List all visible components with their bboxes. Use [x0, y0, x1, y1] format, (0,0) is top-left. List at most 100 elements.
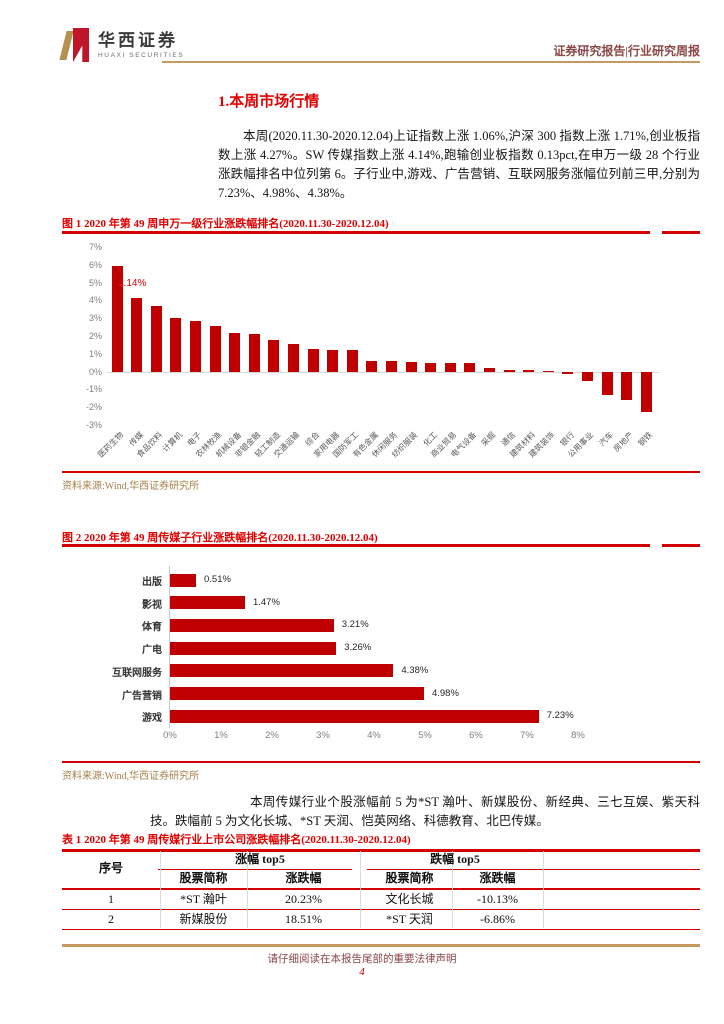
figure2-caption-rule-end [662, 544, 700, 547]
y-axis-tick-label: 4% [88, 295, 102, 306]
chart-bar-21 [523, 370, 535, 372]
figure1-caption-rule-end [662, 231, 700, 234]
figure1-source: 资料来源:Wind,华西证券研究所 [62, 481, 200, 492]
y-axis-tick-label: -2% [85, 402, 102, 413]
header-gain-group: 涨幅 top5 [235, 852, 285, 866]
chart-bar-2 [150, 305, 162, 372]
header-bottom-rule [62, 888, 700, 890]
chart-bar-3 [170, 641, 337, 655]
x-axis-tick-label: 5% [418, 730, 432, 741]
cell-gain-change: 20.23% [285, 892, 322, 906]
data-annotation-chuanmei: 4.14% [118, 278, 147, 289]
cell-gain-name: *ST 瀚叶 [180, 892, 227, 906]
x-axis-tick-label: 0% [163, 730, 177, 741]
x-axis-tick-label: 2% [265, 730, 279, 741]
chart-bar-13 [366, 360, 378, 372]
header-gain-name: 股票简称 [179, 871, 228, 885]
header-loss-name: 股票简称 [385, 871, 434, 885]
column-separator [247, 851, 248, 928]
y-axis-tick-label: 7% [88, 241, 102, 252]
logo-gold-stroke [59, 31, 74, 60]
table-bottom-rule [62, 928, 700, 930]
paragraph-market-summary: 本周(2020.11.30-2020.12.04)上证指数上涨 1.06%,沪深… [218, 129, 700, 200]
chart-bar-24 [581, 372, 593, 381]
chart-bar-17 [444, 363, 456, 372]
chart-bar-7 [248, 333, 260, 372]
figure2-bottom-rule [62, 761, 700, 763]
chart-bar-27 [640, 372, 652, 413]
y-axis-line [169, 566, 170, 728]
cell-index: 2 [108, 912, 114, 926]
chart-bar-16 [425, 362, 437, 372]
category-label: 广电 [142, 645, 162, 657]
chart-bar-15 [405, 362, 417, 372]
column-separator [452, 851, 453, 928]
figure1-bottom-rule [62, 471, 700, 473]
column-separator [543, 851, 544, 928]
chart-bar-9 [287, 344, 299, 372]
y-axis-tick-label: 2% [88, 330, 102, 341]
header-gain-change: 涨跌幅 [285, 871, 322, 885]
data-label: 3.26% [344, 642, 372, 654]
data-label: 4.98% [431, 687, 459, 699]
chart-bar-5 [170, 687, 424, 700]
figure2-caption: 图 2 2020 年第 49 周传媒子行业涨跌幅排名(2020.11.30-20… [62, 532, 378, 544]
chart-bar-14 [385, 361, 397, 372]
category-label: 广告营销 [122, 690, 162, 702]
x-axis-tick-label: 3% [316, 730, 330, 741]
chart-bar-5 [209, 326, 221, 372]
figure2-source: 资料来源:Wind,华西证券研究所 [62, 771, 200, 782]
category-label: 影视 [142, 599, 162, 611]
brand-name-en: HUAXI SECURITIES [98, 51, 185, 59]
header-loss-group: 跌幅 top5 [430, 852, 480, 866]
chart-bar-4 [189, 320, 201, 372]
figure1-caption-rule [62, 231, 650, 234]
chart-bar-4 [170, 664, 394, 678]
cell-loss-change: -10.13% [477, 892, 518, 906]
x-axis-tick-label: 4% [367, 730, 381, 741]
company-ranking-table: 序号 涨幅 top5 跌幅 top5 股票简称 涨跌幅 股票简称 涨跌幅 1 *ST 瀚叶 20.… [62, 849, 700, 933]
huaxi-logo-icon [59, 28, 90, 62]
chart-bar-22 [542, 370, 554, 372]
table1-caption: 表 1 2020 年第 49 周传媒行业上市公司涨跌幅排名(2020.11.30… [62, 834, 411, 846]
chart-bar-8 [268, 340, 280, 372]
chart-bar-18 [464, 363, 476, 372]
group-header-rule-loss [367, 868, 700, 870]
chart-bar-12 [346, 350, 358, 372]
y-axis-tick-label: -3% [85, 419, 102, 430]
chart-bar-2 [170, 618, 334, 632]
group-header-rule-gain [158, 868, 352, 870]
x-axis-tick-label: 6% [469, 730, 483, 741]
column-separator [360, 851, 361, 928]
footer-disclaimer: 请仔细阅读在本报告尾部的重要法律声明 [267, 954, 457, 965]
figure1-caption: 图 1 2020 年第 49 周申万一级行业涨跌幅排名(2020.11.30-2… [62, 218, 389, 230]
chart-bar-1 [170, 596, 245, 610]
header-divider [162, 61, 700, 63]
y-axis-tick-label: 3% [88, 313, 102, 324]
category-label: 出版 [142, 577, 162, 588]
category-label: 体育 [142, 622, 162, 634]
cell-loss-name: *ST 天润 [386, 912, 433, 926]
logo-red-stroke [73, 28, 89, 62]
page-number: 4 [359, 966, 365, 978]
y-axis-tick-label: 1% [88, 348, 102, 359]
paragraph-stock-movers: 本周传媒行业个股涨幅前 5 为*ST 瀚叶、新媒股份、新经典、三七互娱、紫天科技… [150, 795, 700, 828]
chart-bar-23 [562, 372, 574, 375]
brand-name-cn: 华西证券 [98, 30, 178, 50]
report-type-label: 证券研究报告|行业研究周报 [553, 44, 700, 58]
table-top-rule [62, 849, 700, 852]
chart-bar-1 [131, 298, 143, 372]
header-loss-change: 涨跌幅 [479, 871, 516, 885]
data-label: 0.51% [204, 574, 231, 585]
y-axis-tick-label: -1% [85, 384, 102, 395]
chart-bar-0 [111, 265, 123, 372]
cell-gain-name: 新媒股份 [179, 912, 228, 926]
chart-bar-6 [229, 332, 241, 372]
section-title: 1.本周市场行情 [218, 94, 320, 110]
category-label: 互联网服务 [112, 667, 162, 679]
data-label: 1.47% [252, 596, 280, 608]
cell-loss-change: -6.86% [480, 912, 515, 926]
brand-text-block: 华西证券 HUAXI SECURITIES [98, 30, 185, 59]
x-axis-tick-label: 7% [520, 730, 534, 741]
y-axis-tick-label: 5% [88, 277, 102, 288]
